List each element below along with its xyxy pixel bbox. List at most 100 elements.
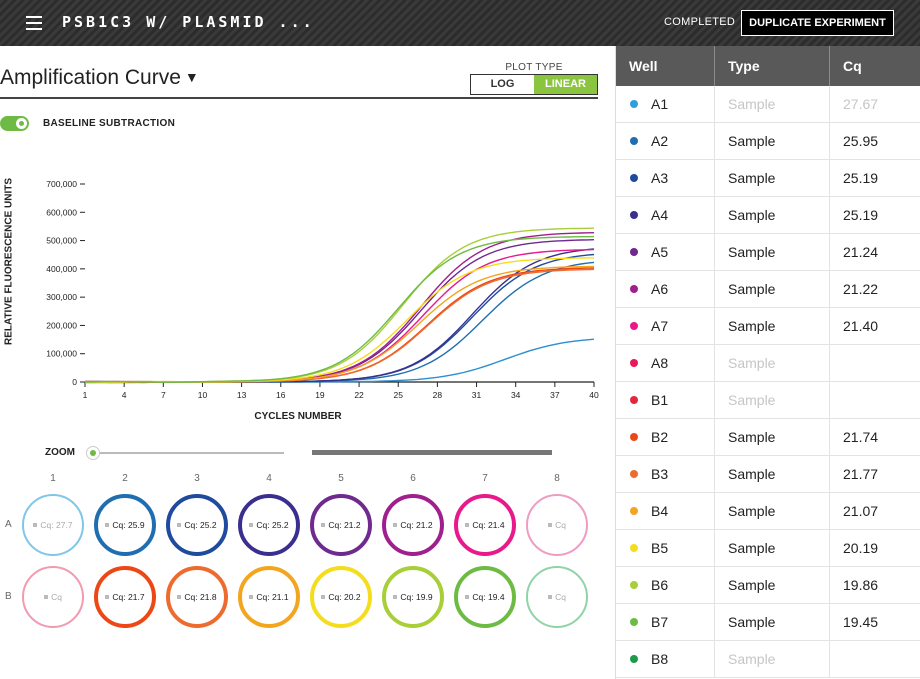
curve-b4[interactable]: [84, 265, 595, 384]
x-tick-label: 4: [122, 390, 127, 400]
y-tick-label: 200,000: [46, 320, 77, 330]
well-b7[interactable]: Cq: 19.4: [454, 566, 516, 628]
cell-well: A5: [651, 244, 669, 260]
plot-type-log-option[interactable]: LOG: [471, 75, 534, 94]
table-row[interactable]: A3 Sample 25.19: [616, 160, 920, 197]
curve-b7[interactable]: [84, 235, 595, 383]
zoom-slider-handle[interactable]: [86, 446, 100, 460]
y-tick-label: 600,000: [46, 207, 77, 217]
plate-row-label: A: [5, 519, 12, 530]
x-tick-label: 34: [511, 390, 521, 400]
cell-type: Sample: [714, 456, 829, 492]
table-row[interactable]: A1 Sample 27.67: [616, 86, 920, 123]
plot-type-label: PLOT TYPE: [505, 62, 563, 73]
well-color-dot-icon: [630, 248, 638, 256]
well-cq-label: Cq: 19.9: [393, 592, 432, 602]
cell-cq: [829, 345, 920, 381]
cell-cq: 21.24: [829, 234, 920, 270]
table-row[interactable]: B6 Sample 19.86: [616, 567, 920, 604]
well-b5[interactable]: Cq: 20.2: [310, 566, 372, 628]
column-header-well[interactable]: Well: [629, 58, 658, 74]
curve-b2[interactable]: [85, 267, 595, 384]
well-a5[interactable]: Cq: 21.2: [310, 494, 372, 556]
x-tick-label: 13: [237, 390, 247, 400]
table-row[interactable]: A4 Sample 25.19: [616, 197, 920, 234]
experiment-status: COMPLETED: [664, 16, 736, 28]
well-a4[interactable]: Cq: 25.2: [238, 494, 300, 556]
cell-cq: 19.45: [829, 604, 920, 640]
well-b2[interactable]: Cq: 21.7: [94, 566, 156, 628]
table-row[interactable]: B1 Sample: [616, 382, 920, 419]
curve-b3[interactable]: [84, 268, 595, 384]
table-row[interactable]: B8 Sample: [616, 641, 920, 678]
amplification-chart[interactable]: 1 4 7 10 13 16 19 22 25 28 31 34 37 40 0 100,000 200,000…: [0, 170, 610, 410]
chart-title: Amplification Curve: [0, 66, 181, 89]
well-cq-label: Cq: [548, 520, 566, 530]
baseline-subtraction-toggle[interactable]: [0, 116, 29, 131]
well-color-dot-icon: [630, 470, 638, 478]
table-row[interactable]: A5 Sample 21.24: [616, 234, 920, 271]
hamburger-menu-icon[interactable]: [26, 16, 42, 30]
well-color-dot-icon: [630, 211, 638, 219]
zoom-slider-track[interactable]: [88, 452, 284, 454]
x-tick-label: 37: [550, 390, 560, 400]
well-a1[interactable]: Cq: 27.7: [22, 494, 84, 556]
well-b3[interactable]: Cq: 21.8: [166, 566, 228, 628]
chart-view-selector[interactable]: Amplification Curve ▼: [0, 66, 199, 90]
well-b6[interactable]: Cq: 19.9: [382, 566, 444, 628]
table-header: Well Type Cq: [616, 46, 920, 86]
plate-column-number: 1: [50, 473, 56, 484]
cell-well: A1: [651, 96, 669, 112]
well-color-dot-icon: [630, 618, 638, 626]
well-b1[interactable]: Cq: [22, 566, 84, 628]
cell-well: A2: [651, 133, 669, 149]
well-color-dot-icon: [630, 285, 638, 293]
experiment-title[interactable]: PSB1C3 W/ PLASMID ...: [62, 13, 315, 31]
well-a3[interactable]: Cq: 25.2: [166, 494, 228, 556]
table-row[interactable]: A2 Sample 25.95: [616, 123, 920, 160]
x-tick-label: 40: [589, 390, 599, 400]
x-tick-label: 22: [354, 390, 364, 400]
well-a8[interactable]: Cq: [526, 494, 588, 556]
duplicate-experiment-button[interactable]: DUPLICATE EXPERIMENT: [741, 10, 894, 36]
chart-pan-bar[interactable]: [312, 450, 552, 455]
table-row[interactable]: B3 Sample 21.77: [616, 456, 920, 493]
well-cq-label: Cq: 21.2: [393, 520, 432, 530]
y-tick-label: 700,000: [46, 179, 77, 189]
well-b8[interactable]: Cq: [526, 566, 588, 628]
table-row[interactable]: A6 Sample 21.22: [616, 271, 920, 308]
table-row[interactable]: B7 Sample 19.45: [616, 604, 920, 641]
table-row[interactable]: B4 Sample 21.07: [616, 493, 920, 530]
cell-type: Sample: [714, 419, 829, 455]
x-tick-label: 10: [198, 390, 208, 400]
cell-cq: 21.74: [829, 419, 920, 455]
cell-well: A3: [651, 170, 669, 186]
well-b4[interactable]: Cq: 21.1: [238, 566, 300, 628]
curve-b6[interactable]: [84, 227, 595, 384]
column-header-type[interactable]: Type: [714, 46, 829, 86]
cell-well: B7: [651, 614, 669, 630]
well-cq-label: Cq: 25.9: [105, 520, 144, 530]
cell-cq: 21.07: [829, 493, 920, 529]
cell-type: Sample: [714, 197, 829, 233]
table-row[interactable]: B5 Sample 20.19: [616, 530, 920, 567]
cell-type: Sample: [714, 493, 829, 529]
table-row[interactable]: A8 Sample: [616, 345, 920, 382]
cell-well: B8: [651, 651, 669, 667]
well-cq-label: Cq: 19.4: [465, 592, 504, 602]
baseline-subtraction-label: BASELINE SUBTRACTION: [43, 118, 176, 129]
plot-type-linear-option[interactable]: LINEAR: [534, 75, 597, 94]
cell-well: B2: [651, 429, 669, 445]
cell-type: Sample: [714, 160, 829, 196]
well-a7[interactable]: Cq: 21.4: [454, 494, 516, 556]
zoom-label: ZOOM: [45, 447, 75, 458]
plate-column-number: 8: [554, 473, 560, 484]
table-row[interactable]: A7 Sample 21.40: [616, 308, 920, 345]
plate-column-number: 7: [482, 473, 488, 484]
table-row[interactable]: B2 Sample 21.74: [616, 419, 920, 456]
well-a6[interactable]: Cq: 21.2: [382, 494, 444, 556]
plate-column-number: 2: [122, 473, 128, 484]
column-header-cq[interactable]: Cq: [829, 46, 920, 86]
well-a2[interactable]: Cq: 25.9: [94, 494, 156, 556]
cell-type: Sample: [714, 271, 829, 307]
